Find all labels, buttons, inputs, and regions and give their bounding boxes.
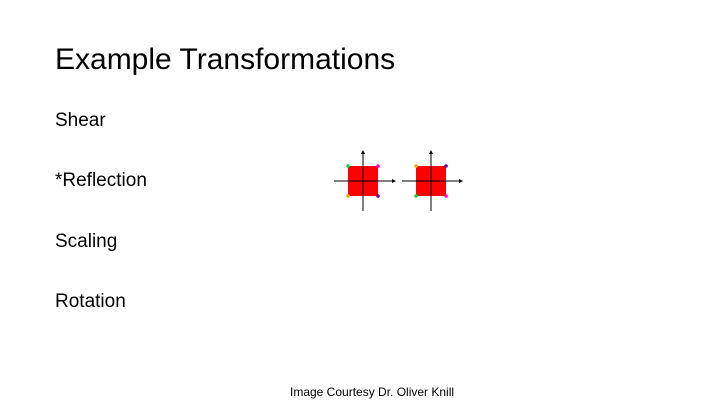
corner-dot-magenta	[444, 194, 448, 198]
original-square-plot	[334, 150, 396, 211]
corner-dot-magenta	[376, 164, 380, 168]
reflection-figure	[334, 150, 463, 211]
reflected-y-arrow	[429, 150, 433, 154]
image-caption: Image Courtesy Dr. Oliver Knill	[290, 385, 455, 399]
reflected-x-arrow	[459, 179, 463, 183]
corner-dot-orange	[346, 194, 350, 198]
corner-dot-green	[414, 194, 418, 198]
bullet-scaling: Scaling	[55, 231, 118, 252]
bullet-rotation: Rotation	[55, 291, 126, 312]
corner-dot-green	[346, 164, 350, 168]
bullet-shear: Shear	[55, 110, 106, 131]
slide-title: Example Transformations	[55, 43, 396, 76]
reflected-square-plot	[402, 150, 463, 211]
bullet-reflection: *Reflection	[55, 170, 147, 191]
original-x-arrow	[392, 179, 396, 183]
original-y-arrow	[361, 150, 365, 154]
corner-dot-purple	[376, 194, 380, 198]
corner-dot-purple	[444, 164, 448, 168]
corner-dot-orange	[414, 164, 418, 168]
